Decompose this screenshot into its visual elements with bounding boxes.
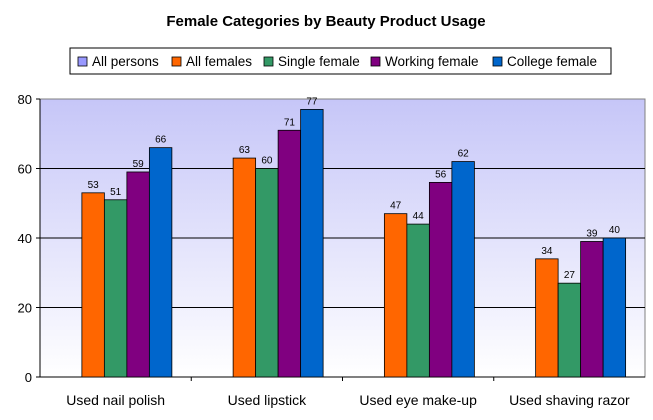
category-label: Used lipstick (228, 392, 308, 408)
bar (428, 181, 453, 378)
legend-swatch (370, 56, 381, 67)
data-label: 63 (239, 145, 251, 156)
data-label: 59 (133, 159, 145, 170)
legend-label: All persons (92, 54, 159, 69)
y-tick-label: 80 (18, 92, 32, 107)
bar (406, 223, 430, 378)
bar (148, 147, 173, 378)
category-label: Used shaving razor (509, 392, 630, 408)
data-label: 44 (413, 211, 425, 222)
legend: All persons All females Single female Worki… (69, 47, 612, 75)
bar (300, 109, 324, 378)
bar (602, 237, 627, 378)
chart-title: Female Categories by Beauty Product Usag… (166, 13, 485, 30)
legend-swatch (171, 56, 182, 67)
legend-swatch (263, 56, 274, 67)
y-tick-label: 60 (18, 162, 32, 177)
data-label: 47 (390, 201, 402, 212)
data-label: 40 (609, 225, 621, 236)
legend-box (69, 47, 612, 75)
legend-label: Single female (278, 54, 360, 69)
legend-label: All females (186, 54, 252, 69)
data-label: 53 (88, 180, 100, 191)
legend-label: College female (507, 54, 597, 69)
data-label: 77 (306, 96, 318, 107)
legend-swatch (77, 56, 88, 67)
plot-area: 0 20 40 60 80 53 51 59 66 Used nail polish 63 60 71 7… (18, 92, 646, 408)
bar (277, 129, 302, 378)
data-label: 51 (110, 187, 122, 198)
bar (580, 241, 604, 378)
bar (81, 192, 105, 378)
y-tick-label: 0 (25, 370, 32, 385)
data-label: 71 (284, 117, 296, 128)
bar (126, 171, 150, 378)
bar (451, 161, 475, 378)
bar (383, 213, 408, 378)
y-tick-label: 40 (18, 231, 32, 246)
data-label: 62 (458, 149, 470, 160)
category-label: Used nail polish (66, 392, 165, 408)
bar (535, 258, 559, 378)
data-label: 66 (155, 135, 167, 146)
bar (103, 199, 128, 378)
bar (255, 168, 279, 378)
bar (557, 282, 582, 378)
legend-label: Working female (385, 54, 479, 69)
category-label: Used eye make-up (359, 392, 477, 408)
legend-swatch (492, 56, 503, 67)
data-label: 60 (261, 156, 273, 167)
data-label: 27 (564, 270, 576, 281)
data-label: 56 (435, 169, 447, 180)
data-label: 34 (541, 246, 553, 257)
data-label: 39 (586, 228, 598, 239)
y-tick-label: 20 (18, 301, 32, 316)
bar (232, 157, 257, 378)
